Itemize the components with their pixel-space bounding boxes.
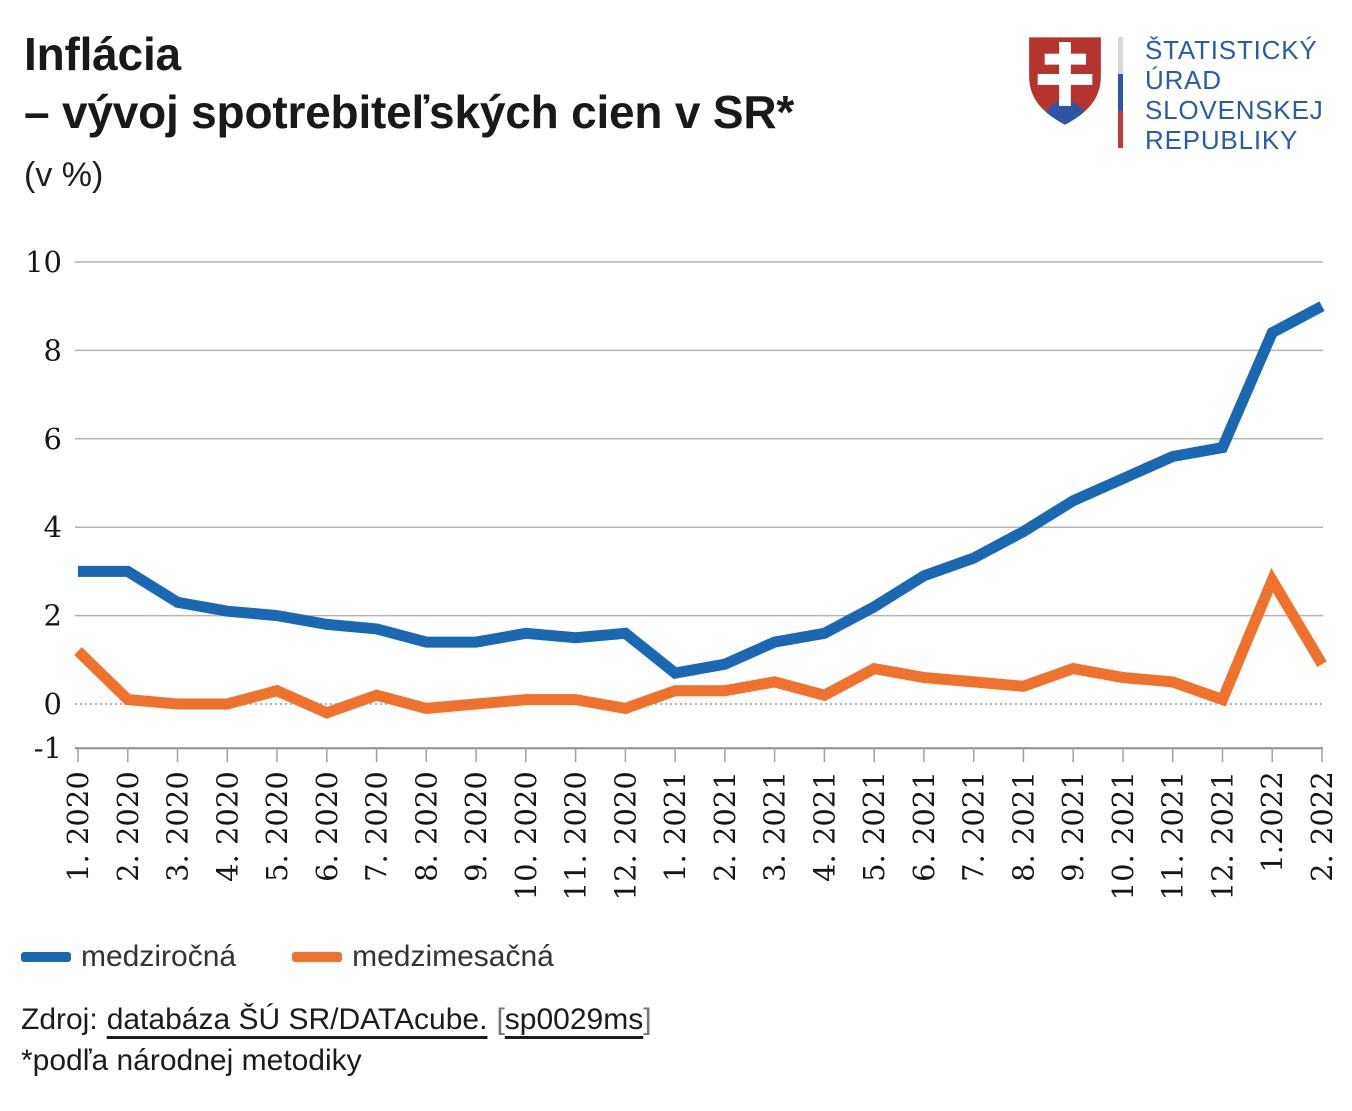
bracket-close: ] [643, 1003, 652, 1036]
x-tick-label: 9. 2020 [459, 771, 493, 882]
x-tick-label: 3. 2020 [161, 771, 195, 882]
x-tick-label: 12. 2020 [608, 771, 642, 900]
x-tick-label: 4. 2020 [210, 771, 244, 882]
y-tick-label: 0 [44, 687, 62, 721]
legend-label: medziročná [81, 940, 237, 973]
x-tick-label: 10. 2020 [509, 771, 543, 900]
wordmark-line: ÚRAD [1145, 65, 1222, 95]
page-subtitle-line: – vývoj spotrebiteľských cien v SR* [24, 86, 795, 138]
legend-item-medzirocna: medziročná [21, 940, 236, 974]
series-line-medzimesacna [74, 567, 1327, 719]
x-tick-label: 1. 2021 [658, 771, 692, 882]
source-line: Zdroj: databáza ŠÚ SR/DATAcube. [sp0029ms] [21, 1003, 652, 1037]
y-tick-label: 2 [44, 599, 62, 633]
x-tick-label: 4. 2021 [807, 771, 841, 882]
chart-legend: medziročná medzimesačná [21, 940, 554, 974]
x-tick-label: 5. 2021 [857, 771, 891, 882]
x-tick-label: 3. 2021 [758, 771, 792, 882]
legend-item-medzimesacna: medzimesačná [292, 940, 554, 974]
y-tick-label: -1 [34, 731, 62, 765]
x-tick-label: 1.2022 [1255, 771, 1289, 872]
x-tick-label: 2. 2022 [1305, 771, 1339, 882]
methodology-footnote: *podľa národnej metodiky [21, 1044, 362, 1077]
y-tick-label: 4 [44, 510, 62, 544]
x-tick-label: 8. 2021 [1006, 771, 1040, 882]
statistical-office-wordmark: ŠTATISTICKÝ ÚRAD SLOVENSKEJ REPUBLIKY [1145, 35, 1324, 155]
source-database-link[interactable]: databáza ŠÚ SR/DATAcube. [106, 1003, 488, 1036]
x-tick-label: 9. 2021 [1056, 771, 1090, 882]
x-tick-label: 8. 2020 [409, 771, 443, 882]
x-tick-label: 5. 2020 [260, 771, 294, 882]
y-tick-label: 8 [44, 333, 62, 367]
x-tick-label: 2. 2021 [708, 771, 742, 882]
slovak-coat-of-arms-icon [1029, 37, 1101, 125]
x-tick-label: 2. 2020 [111, 771, 145, 882]
legend-swatch-medzirocna [21, 952, 71, 962]
legend-swatch-medzimesacna [292, 952, 343, 962]
page-title: Inflácia [24, 28, 181, 80]
series-line-medzirocna [78, 301, 1325, 679]
x-tick-label: 11. 2021 [1156, 771, 1190, 900]
x-tick-label: 7. 2020 [360, 771, 394, 882]
x-tick-label: 11. 2020 [559, 771, 593, 900]
x-tick-label: 6. 2021 [907, 771, 941, 882]
x-tick-label: 7. 2021 [957, 771, 991, 882]
inflation-line-chart: 10 8 6 4 2 0 -1 1. 2020 2. 2020 3. 2020 4. 2020 5. … [25, 245, 1339, 900]
flag-stripe-divider [1118, 37, 1123, 148]
x-tick-label: 1. 2020 [61, 771, 95, 882]
wordmark-line: ŠTATISTICKÝ [1145, 35, 1318, 65]
legend-label: medzimesačná [352, 940, 554, 973]
x-tick-label: 6. 2020 [310, 771, 344, 882]
x-tick-label: 12. 2021 [1206, 771, 1240, 900]
bracket-open: [ [496, 1003, 505, 1036]
x-tick-label: 10. 2021 [1106, 771, 1140, 900]
y-tick-label: 6 [44, 422, 62, 456]
y-tick-label: 10 [25, 245, 62, 279]
source-code-link[interactable]: sp0029ms [504, 1003, 644, 1036]
source-prefix: Zdroj: [21, 1003, 98, 1036]
wordmark-line: REPUBLIKY [1145, 125, 1299, 155]
unit-label: (v %) [24, 156, 104, 194]
wordmark-line: SLOVENSKEJ [1145, 95, 1324, 125]
